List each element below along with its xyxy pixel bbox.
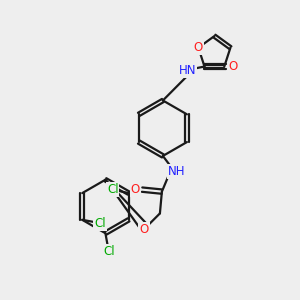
Text: O: O: [229, 60, 238, 73]
Text: O: O: [194, 41, 203, 54]
Text: Cl: Cl: [103, 244, 115, 258]
Text: Cl: Cl: [94, 217, 106, 230]
Text: Cl: Cl: [107, 183, 118, 196]
Text: NH: NH: [168, 165, 185, 178]
Text: O: O: [140, 223, 149, 236]
Text: HN: HN: [179, 64, 196, 77]
Text: O: O: [130, 183, 140, 196]
